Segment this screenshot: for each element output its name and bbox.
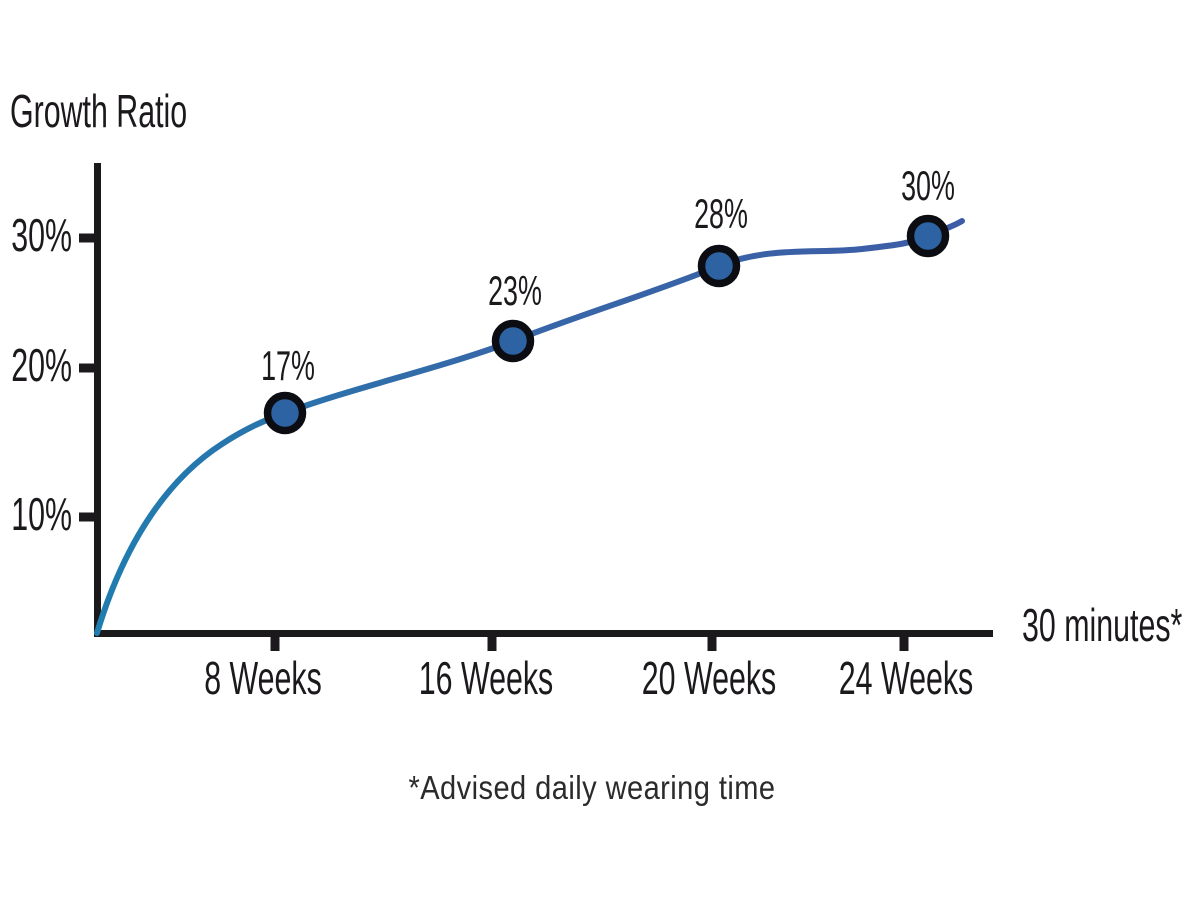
x-axis-label-20-weeks: 20 Weeks (641, 652, 777, 704)
point-label-23: 23% (488, 267, 542, 314)
point-label-28: 28% (694, 190, 748, 237)
x-axis-caption: 30 minutes* (1022, 599, 1183, 651)
x-axis-label-8-weeks: 8 Weeks (204, 652, 322, 704)
data-point-marker-24-weeks (906, 214, 950, 258)
growth-curve (94, 218, 965, 636)
y-axis-label-20: 20% (11, 339, 72, 391)
x-axis-label-24-weeks: 24 Weeks (838, 652, 974, 704)
data-point-marker-8-weeks (263, 391, 307, 435)
data-point-marker-20-weeks (697, 244, 741, 288)
point-label-30: 30% (901, 162, 955, 209)
axes (79, 163, 993, 651)
y-axis-label-30: 30% (11, 209, 72, 261)
data-point-marker-fills (263, 214, 950, 435)
y-axis-label-10: 10% (11, 488, 72, 540)
chart-title: Growth Ratio (10, 85, 188, 137)
x-axis-label-16-weeks: 16 Weeks (418, 652, 554, 704)
footnote: *Advised daily wearing time (408, 769, 776, 806)
data-point-marker-16-weeks (491, 319, 535, 363)
data-point-markers (263, 214, 950, 435)
point-label-17: 17% (261, 342, 315, 389)
